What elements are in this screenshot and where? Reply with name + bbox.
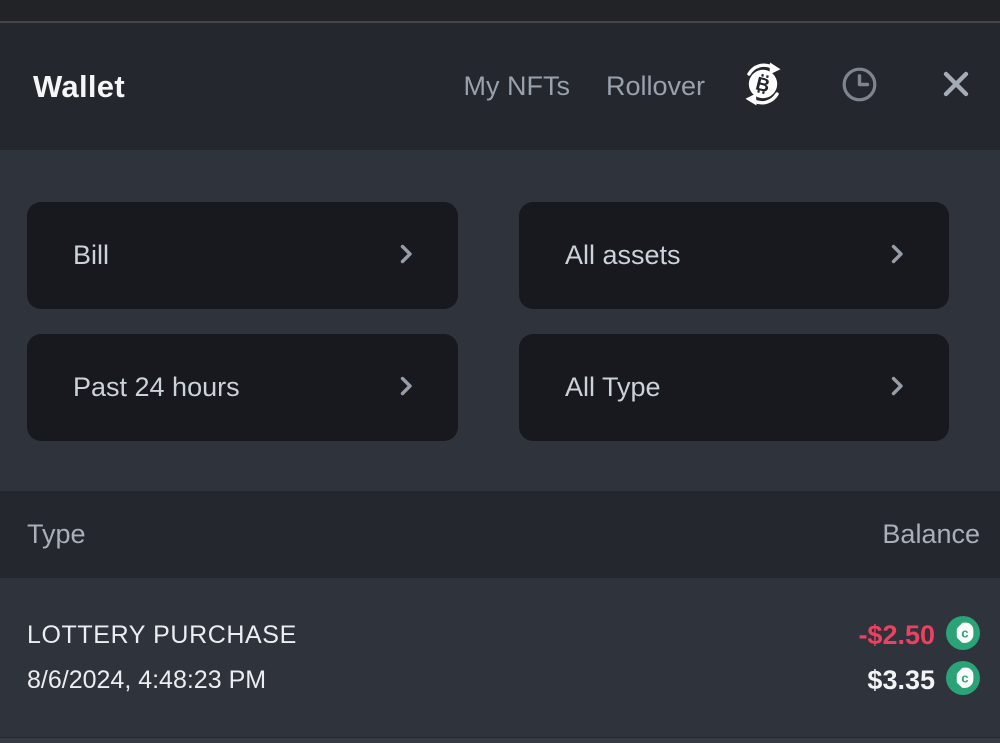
filter-period-label: Past 24 hours (73, 372, 240, 402)
bc-coin-icon: c (946, 615, 980, 655)
transaction-info: LOTTERY PURCHASE 8/6/2024, 4:48:23 PM (27, 613, 297, 703)
table-row[interactable]: LOTTERY PURCHASE 8/6/2024, 4:48:23 PM -$… (0, 578, 1000, 737)
clock-icon (841, 66, 878, 108)
bitcoin-swap-icon: B (740, 61, 786, 112)
transaction-balance: $3.35 (867, 664, 935, 695)
transaction-amount: -$2.50 (858, 619, 935, 650)
chevron-right-icon (394, 374, 418, 401)
wallet-header: Wallet My NFTs Rollover B (0, 23, 1000, 150)
history-button[interactable] (841, 66, 878, 108)
wallet-title: Wallet (33, 68, 125, 104)
close-button[interactable] (938, 66, 974, 107)
filter-category-label: Bill (73, 240, 110, 270)
currency-swap-button[interactable]: B (740, 61, 786, 112)
row-divider (0, 737, 1000, 743)
chevron-right-icon (885, 242, 909, 269)
filter-category-button[interactable]: Bill (27, 202, 458, 309)
filters-panel: Bill All assets Past 24 hours All Type (0, 150, 1000, 491)
close-icon (938, 66, 974, 107)
svg-text:c: c (961, 625, 968, 640)
transaction-type: LOTTERY PURCHASE (27, 620, 297, 649)
transaction-datetime: 8/6/2024, 4:48:23 PM (27, 665, 267, 694)
table-header: Type Balance (0, 491, 1000, 578)
filter-period-button[interactable]: Past 24 hours (27, 334, 458, 441)
modal-top-border (0, 21, 1000, 23)
page-backdrop (0, 0, 1000, 21)
filter-assets-button[interactable]: All assets (519, 202, 949, 309)
filter-type-label: All Type (565, 372, 661, 402)
transaction-amounts: -$2.50 c $3.35 c (858, 613, 980, 703)
bc-coin-icon: c (946, 660, 980, 700)
column-header-type: Type (27, 519, 86, 549)
chevron-right-icon (394, 242, 418, 269)
filter-type-button[interactable]: All Type (519, 334, 949, 441)
column-header-balance: Balance (882, 519, 980, 549)
header-nav: My NFTs Rollover B (463, 61, 974, 112)
chevron-right-icon (885, 374, 909, 401)
svg-text:c: c (961, 670, 968, 685)
nav-my-nfts[interactable]: My NFTs (463, 71, 570, 101)
transaction-amount-line: -$2.50 c (858, 613, 980, 658)
nav-rollover[interactable]: Rollover (605, 71, 705, 101)
transaction-balance-line: $3.35 c (867, 658, 980, 703)
filter-assets-label: All assets (565, 240, 681, 270)
